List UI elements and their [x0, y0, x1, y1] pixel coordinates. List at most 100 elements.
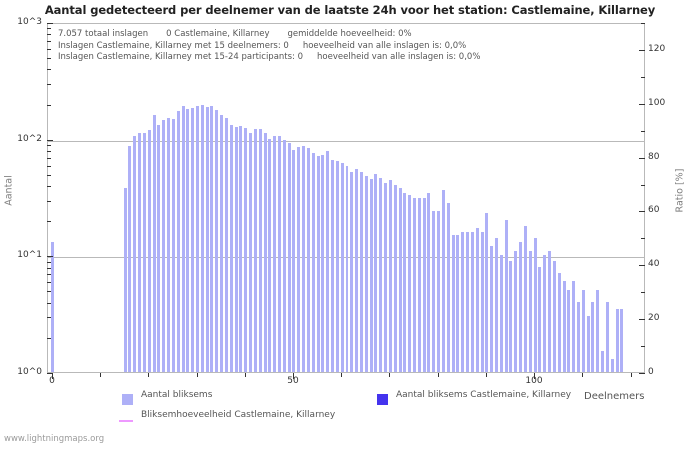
annotation-station-strokes: 0 Castlemaine, Killarney: [166, 29, 270, 39]
y-axis-title-right: Ratio [%]: [674, 168, 686, 213]
y-tick-minor: [47, 274, 51, 275]
x-tick-minor: [389, 373, 390, 377]
bar: [263, 132, 267, 372]
bar: [427, 193, 431, 372]
annotation-15-participants: Inslagen Castlemaine, Killarney met 15 d…: [58, 40, 289, 51]
bar: [413, 198, 416, 372]
bar: [620, 308, 624, 372]
y2-tick-label-40: 40: [648, 259, 660, 269]
x-tick-minor: [631, 373, 632, 377]
bar: [605, 301, 609, 372]
legend-color-swatch-1: [377, 394, 388, 405]
bar: [615, 308, 619, 372]
bar: [196, 105, 199, 372]
bar: [350, 171, 354, 372]
bar: [331, 159, 335, 372]
y-tick-major-1: [47, 256, 53, 257]
bar: [379, 178, 383, 372]
annotation-line-3: Inslagen Castlemaine, Killarney met 15-2…: [58, 52, 480, 64]
x-tick-label-100: 100: [525, 376, 543, 386]
bar: [446, 203, 450, 372]
y-tick-minor: [47, 58, 51, 59]
y2-tick-label-60: 60: [648, 205, 660, 215]
y2-tick-minor: [641, 292, 645, 293]
bar: [548, 250, 552, 372]
annotation-block: 7.057 totaal inslagen 0 Castlemaine, Kill…: [58, 29, 480, 64]
bar: [596, 290, 600, 372]
y-tick-label-10^2: 10^2: [17, 134, 42, 144]
bar: [191, 107, 195, 372]
annotation-line-1: 7.057 totaal inslagen 0 Castlemaine, Kill…: [58, 29, 480, 41]
bar: [244, 127, 248, 372]
y2-tick-minor: [641, 185, 645, 186]
x-tick-major: [293, 373, 294, 379]
x-tick-minor: [582, 373, 583, 377]
legend-label-1: Aantal bliksems Castlemaine, Killarney: [396, 390, 572, 400]
y-tick-minor: [47, 268, 51, 269]
bar: [552, 260, 556, 372]
y-tick-minor: [47, 338, 51, 339]
plot-area: [47, 23, 645, 373]
bars-layer: [48, 24, 644, 372]
bar: [306, 147, 310, 372]
bar: [408, 194, 412, 372]
legend-line-swatch-2: [119, 420, 133, 422]
y2-tick-label-80: 80: [648, 152, 660, 162]
legend-label-2: Bliksemhoeveelheid Castlemaine, Killarne…: [141, 410, 336, 420]
legend-color-swatch-0: [122, 394, 133, 405]
x-tick-minor: [197, 373, 198, 377]
bar: [509, 260, 513, 372]
annotation-15-24-participants: Inslagen Castlemaine, Killarney met 15-2…: [58, 52, 304, 63]
bar: [355, 168, 359, 372]
gridline-100: [48, 141, 644, 142]
bar: [456, 234, 460, 372]
bar: [432, 210, 436, 372]
y-tick-label-10^0: 10^0: [17, 367, 42, 377]
y2-tick-major: [639, 211, 645, 212]
bar: [572, 281, 576, 372]
annotation-15-24-ratio: hoeveelheid van alle inslagen is: 0,0%: [317, 52, 481, 63]
bar: [138, 132, 142, 372]
bar: [562, 281, 566, 372]
footer-credit: www.lightningmaps.org: [4, 434, 105, 444]
bar: [335, 160, 339, 372]
x-tick-minor: [148, 373, 149, 377]
x-tick-label-0: 0: [49, 376, 55, 386]
bar: [437, 210, 441, 372]
bar: [567, 290, 571, 372]
bar: [210, 106, 214, 372]
bar: [514, 250, 518, 372]
y-tick-minor: [47, 282, 51, 283]
bar: [364, 175, 368, 372]
annotation-15-ratio: hoeveelheid van alle inslagen is: 0,0%: [302, 40, 467, 51]
bar: [466, 231, 470, 372]
bar: [273, 136, 277, 372]
y2-tick-minor: [641, 77, 645, 78]
y-tick-minor: [47, 151, 51, 152]
bar: [480, 231, 484, 372]
x-tick-major: [52, 373, 53, 379]
y-tick-minor: [47, 166, 51, 167]
bar: [220, 114, 224, 372]
bar: [490, 246, 494, 372]
y-tick-minor: [47, 186, 51, 187]
bar: [528, 250, 532, 372]
bar: [292, 149, 296, 372]
x-tick-minor: [100, 373, 101, 377]
bar: [321, 155, 325, 372]
y-tick-major-0: [47, 373, 53, 374]
bar: [229, 124, 233, 372]
y-tick-minor: [47, 303, 51, 304]
y-tick-minor: [47, 158, 51, 159]
x-tick-minor: [486, 373, 487, 377]
legend-label-0: Aantal bliksems: [141, 390, 213, 400]
plot-inner: [48, 24, 644, 372]
bar: [186, 108, 190, 372]
bar: [297, 146, 301, 372]
bar: [123, 187, 127, 372]
bar: [557, 273, 561, 372]
bar: [485, 213, 489, 372]
y2-tick-label-120: 120: [648, 44, 666, 54]
bar: [359, 171, 363, 372]
